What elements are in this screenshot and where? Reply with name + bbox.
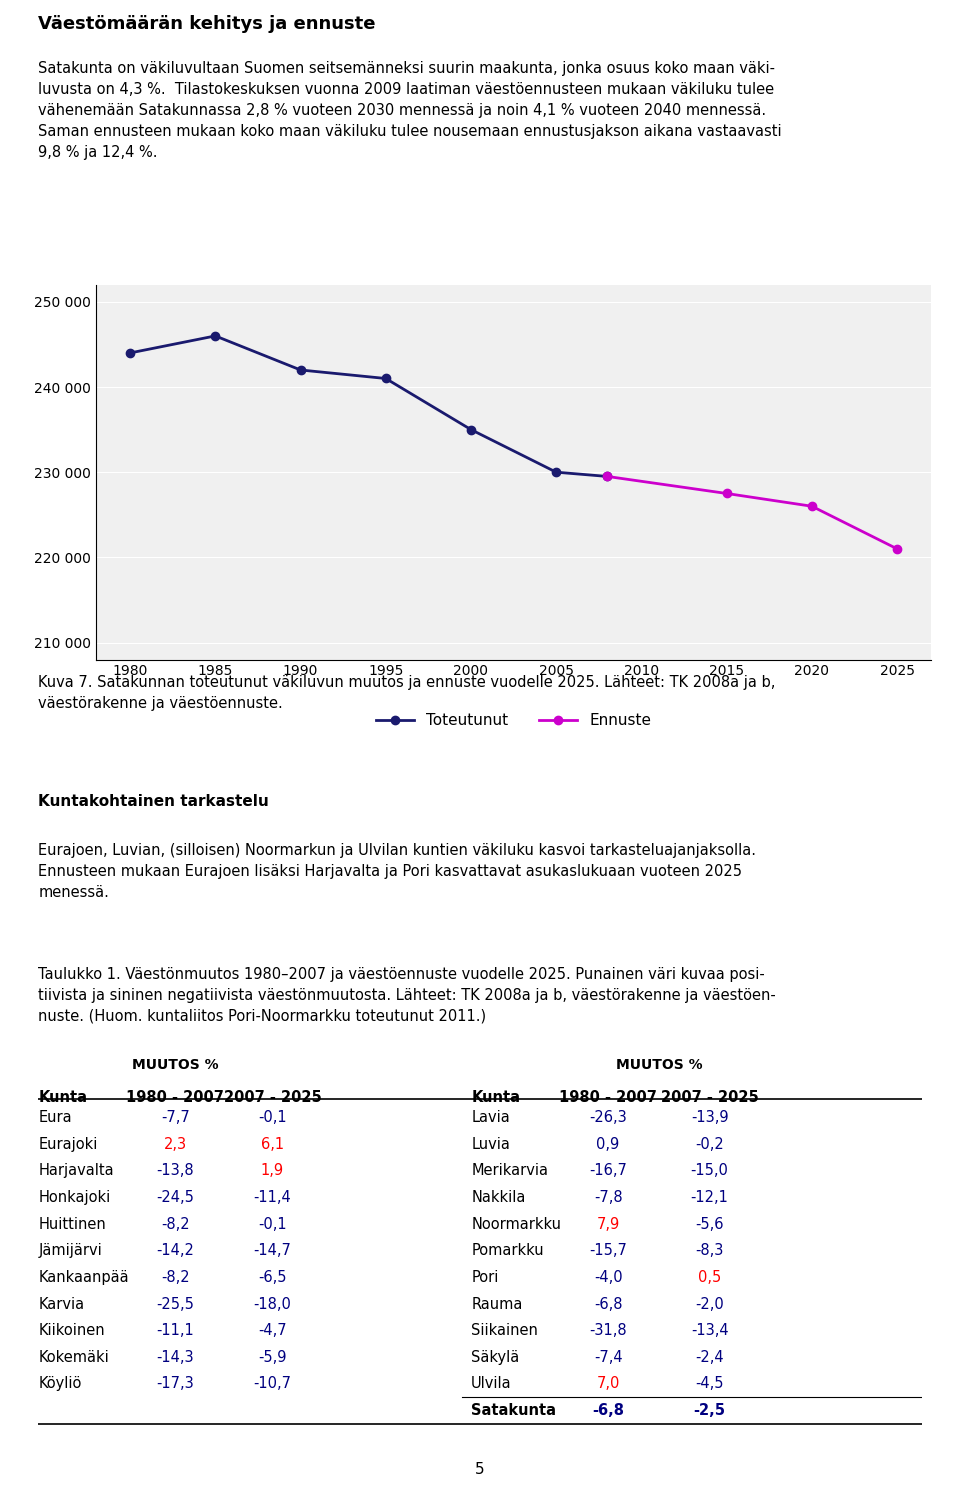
- Text: 2,3: 2,3: [164, 1136, 187, 1151]
- Text: 6,1: 6,1: [261, 1136, 284, 1151]
- Text: -7,7: -7,7: [161, 1111, 190, 1126]
- Text: -4,0: -4,0: [593, 1270, 622, 1285]
- Text: -8,3: -8,3: [695, 1243, 724, 1258]
- Text: Taulukko 1. Väestönmuutos 1980–2007 ja väestöennuste vuodelle 2025. Punainen vär: Taulukko 1. Väestönmuutos 1980–2007 ja v…: [38, 967, 776, 1024]
- Text: Lavia: Lavia: [471, 1111, 510, 1126]
- Text: MUUTOS %: MUUTOS %: [615, 1058, 702, 1072]
- Text: -10,7: -10,7: [253, 1376, 292, 1391]
- Text: -0,1: -0,1: [258, 1217, 287, 1232]
- Text: -14,3: -14,3: [156, 1349, 194, 1364]
- Text: Noormarkku: Noormarkku: [471, 1217, 562, 1232]
- Text: -24,5: -24,5: [156, 1190, 194, 1205]
- Text: 7,9: 7,9: [596, 1217, 620, 1232]
- Text: -0,2: -0,2: [695, 1136, 724, 1151]
- Text: Eurajoki: Eurajoki: [38, 1136, 98, 1151]
- Text: Väestömäärän kehitys ja ennuste: Väestömäärän kehitys ja ennuste: [38, 15, 376, 33]
- Text: -7,4: -7,4: [593, 1349, 622, 1364]
- Text: Harjavalta: Harjavalta: [38, 1163, 114, 1178]
- Legend: Toteutunut, Ennuste: Toteutunut, Ennuste: [370, 708, 658, 735]
- Text: -18,0: -18,0: [253, 1297, 292, 1312]
- Text: -4,5: -4,5: [695, 1376, 724, 1391]
- Text: Pori: Pori: [471, 1270, 498, 1285]
- Text: -5,9: -5,9: [258, 1349, 287, 1364]
- Text: -14,7: -14,7: [253, 1243, 292, 1258]
- Text: 0,5: 0,5: [698, 1270, 721, 1285]
- Text: 5: 5: [475, 1462, 485, 1477]
- Text: Eura: Eura: [38, 1111, 72, 1126]
- Text: -2,5: -2,5: [694, 1403, 726, 1418]
- Text: Satakunta: Satakunta: [471, 1403, 556, 1418]
- Text: Merikarvia: Merikarvia: [471, 1163, 548, 1178]
- Text: Jämijärvi: Jämijärvi: [38, 1243, 102, 1258]
- Text: Kuntakohtainen tarkastelu: Kuntakohtainen tarkastelu: [38, 794, 269, 809]
- Text: Säkylä: Säkylä: [471, 1349, 519, 1364]
- Text: Ulvila: Ulvila: [471, 1376, 512, 1391]
- Text: MUUTOS %: MUUTOS %: [132, 1058, 219, 1072]
- Text: -11,1: -11,1: [156, 1324, 194, 1339]
- Text: -8,2: -8,2: [161, 1217, 190, 1232]
- Text: Huittinen: Huittinen: [38, 1217, 107, 1232]
- Text: Kiikoinen: Kiikoinen: [38, 1324, 105, 1339]
- Text: 0,9: 0,9: [596, 1136, 620, 1151]
- Text: Eurajoen, Luvian, (silloisen) Noormarkun ja Ulvilan kuntien väkiluku kasvoi tark: Eurajoen, Luvian, (silloisen) Noormarkun…: [38, 842, 756, 899]
- Text: -15,0: -15,0: [690, 1163, 729, 1178]
- Text: Satakunta on väkiluvultaan Suomen seitsemänneksi suurin maakunta, jonka osuus ko: Satakunta on väkiluvultaan Suomen seitse…: [38, 61, 782, 160]
- Text: 2007 - 2025: 2007 - 2025: [224, 1090, 322, 1105]
- Text: -4,7: -4,7: [258, 1324, 287, 1339]
- Text: -31,8: -31,8: [589, 1324, 627, 1339]
- Text: -6,5: -6,5: [258, 1270, 287, 1285]
- Text: Kunta: Kunta: [471, 1090, 520, 1105]
- Text: -6,8: -6,8: [592, 1403, 624, 1418]
- Text: Pomarkku: Pomarkku: [471, 1243, 543, 1258]
- Text: Kunta: Kunta: [38, 1090, 87, 1105]
- Text: 1980 - 2007: 1980 - 2007: [559, 1090, 657, 1105]
- Text: -13,4: -13,4: [691, 1324, 729, 1339]
- Text: -25,5: -25,5: [156, 1297, 194, 1312]
- Text: Kankaanpää: Kankaanpää: [38, 1270, 129, 1285]
- Text: -26,3: -26,3: [589, 1111, 627, 1126]
- Text: 1,9: 1,9: [261, 1163, 284, 1178]
- Text: -2,0: -2,0: [695, 1297, 724, 1312]
- Text: -0,1: -0,1: [258, 1111, 287, 1126]
- Text: Siikainen: Siikainen: [471, 1324, 538, 1339]
- Text: -12,1: -12,1: [690, 1190, 729, 1205]
- Text: -14,2: -14,2: [156, 1243, 194, 1258]
- Text: 1980 - 2007: 1980 - 2007: [127, 1090, 225, 1105]
- Text: -11,4: -11,4: [253, 1190, 291, 1205]
- Text: -2,4: -2,4: [695, 1349, 724, 1364]
- Text: -13,9: -13,9: [691, 1111, 729, 1126]
- Text: -17,3: -17,3: [156, 1376, 194, 1391]
- Text: -16,7: -16,7: [589, 1163, 627, 1178]
- Text: Kuva 7. Satakunnan toteutunut väkiluvun muutos ja ennuste vuodelle 2025. Lähteet: Kuva 7. Satakunnan toteutunut väkiluvun …: [38, 675, 776, 711]
- Text: Nakkila: Nakkila: [471, 1190, 525, 1205]
- Text: Rauma: Rauma: [471, 1297, 522, 1312]
- Text: 7,0: 7,0: [596, 1376, 620, 1391]
- Text: Luvia: Luvia: [471, 1136, 510, 1151]
- Text: -13,8: -13,8: [156, 1163, 194, 1178]
- Text: Köyliö: Köyliö: [38, 1376, 82, 1391]
- Text: Honkajoki: Honkajoki: [38, 1190, 110, 1205]
- Text: -15,7: -15,7: [589, 1243, 627, 1258]
- Text: -8,2: -8,2: [161, 1270, 190, 1285]
- Text: 2007 - 2025: 2007 - 2025: [660, 1090, 758, 1105]
- Text: Kokemäki: Kokemäki: [38, 1349, 109, 1364]
- Text: Karvia: Karvia: [38, 1297, 84, 1312]
- Text: -5,6: -5,6: [695, 1217, 724, 1232]
- Text: -7,8: -7,8: [593, 1190, 622, 1205]
- Text: -6,8: -6,8: [594, 1297, 622, 1312]
